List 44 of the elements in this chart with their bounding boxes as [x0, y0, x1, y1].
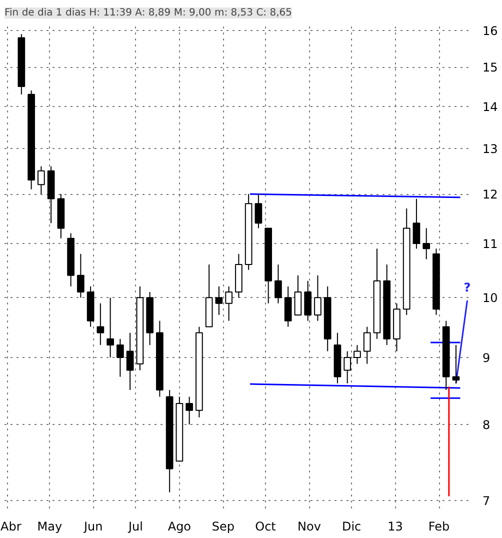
y-tick-label: 16 [482, 24, 498, 38]
candlestick [225, 286, 233, 322]
candlestick [354, 344, 361, 364]
x-tick-label: Abr [0, 520, 22, 534]
candlestick [363, 326, 371, 364]
y-tick-label: 7 [482, 494, 490, 508]
x-tick-label: Jun [83, 520, 103, 534]
y-tick-label: 9 [482, 351, 490, 366]
candlestick [304, 280, 312, 322]
candlestick [116, 338, 124, 378]
y-tick-label: 12 [482, 188, 498, 202]
x-tick-label: Nov [298, 520, 321, 534]
candlestick [314, 274, 322, 322]
x-tick-label: May [37, 520, 62, 534]
y-tick-label: 10 [482, 291, 498, 306]
x-tick-label: Oct [255, 520, 276, 534]
candlestick [77, 253, 84, 298]
x-tick-label: Dic [342, 520, 362, 534]
candlestick [344, 350, 352, 384]
candlestick [96, 302, 104, 346]
x-tick-label: 13 [388, 520, 403, 534]
candlestick [284, 286, 292, 328]
y-tick-label: 8 [482, 418, 490, 432]
candlestick [186, 396, 193, 425]
x-tick-label: Jul [127, 520, 143, 534]
y-tick-label: 14 [482, 100, 498, 114]
chart-title: Fin de dia 1 dias H: 11:39 A: 8,89 M: 9,00 m: 8,53 C: 8,65 [4, 8, 292, 18]
x-tick-label: Feb [428, 520, 450, 534]
candlestick [452, 344, 460, 384]
candlestick [38, 166, 45, 195]
candlestick [126, 332, 134, 390]
candlestick [294, 274, 302, 316]
y-tick-label: 11 [482, 236, 498, 251]
y-tick-label: 13 [482, 142, 498, 156]
candlestick [412, 198, 420, 250]
candlestick [254, 194, 262, 229]
x-tick-label: Ago [168, 520, 192, 534]
candlestick [106, 297, 114, 358]
x-tick-label: Sep [212, 520, 234, 534]
candlestick [274, 264, 282, 304]
candlestick [422, 228, 430, 260]
annotation: ? [464, 280, 471, 294]
candlestick [215, 286, 223, 316]
y-tick-label: 15 [482, 60, 498, 75]
